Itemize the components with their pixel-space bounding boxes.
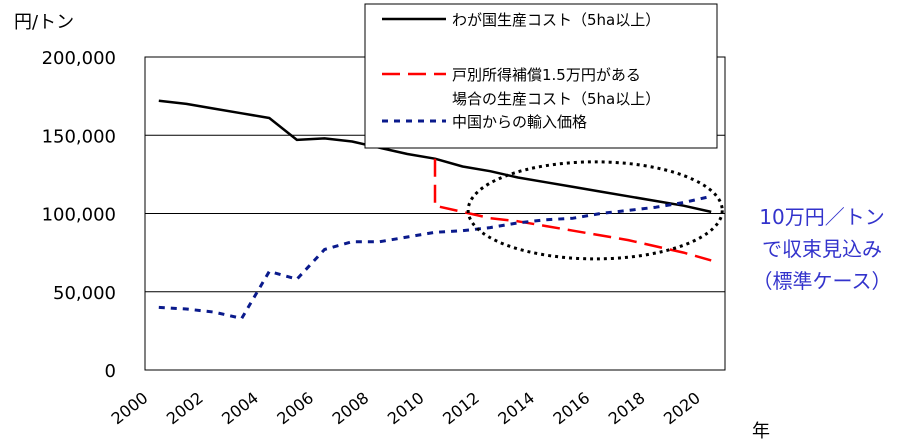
annotation-text: （標準ケース） <box>753 269 892 293</box>
legend-label-2: 戸別所得補償1.5万円がある <box>452 66 641 84</box>
y-tick-label: 50,000 <box>53 283 116 304</box>
annotation-text: で収束見込み <box>762 237 882 261</box>
legend-label-3: 中国からの輸入価格 <box>452 113 587 131</box>
x-tick-label: 2018 <box>605 388 649 428</box>
y-axis-label: 円/トン <box>14 12 74 33</box>
x-tick-label: 2006 <box>273 388 317 428</box>
x-tick-label: 2008 <box>329 388 373 428</box>
series-line-2 <box>433 158 712 262</box>
x-tick-label: 2016 <box>550 388 594 428</box>
y-tick-label: 150,000 <box>42 126 116 147</box>
x-tick-label: 2010 <box>384 388 428 428</box>
annotation-ellipse <box>466 160 724 261</box>
legend-box <box>364 3 718 149</box>
x-tick-label: 2002 <box>163 388 207 428</box>
legend-label-1: わが国生産コスト（5ha以上） <box>452 11 660 29</box>
x-axis-label: 年 <box>752 421 770 442</box>
series-line-3 <box>158 194 712 320</box>
x-tick-label: 2020 <box>660 388 704 428</box>
legend-label-2: 場合の生産コスト（5ha以上） <box>452 90 660 108</box>
annotation-text: 10万円／トン <box>759 205 884 229</box>
x-tick-label: 2012 <box>439 388 483 428</box>
y-tick-label: 0 <box>105 361 116 382</box>
x-tick-label: 2014 <box>494 388 538 428</box>
x-tick-label: 2000 <box>108 388 152 428</box>
legend: わが国生産コスト（5ha以上） 戸別所得補償1.5万円がある場合の生産コスト（5h… <box>364 3 718 149</box>
y-tick-label: 200,000 <box>42 48 116 69</box>
x-tick-label: 2004 <box>218 388 262 428</box>
y-tick-label: 100,000 <box>42 205 116 226</box>
